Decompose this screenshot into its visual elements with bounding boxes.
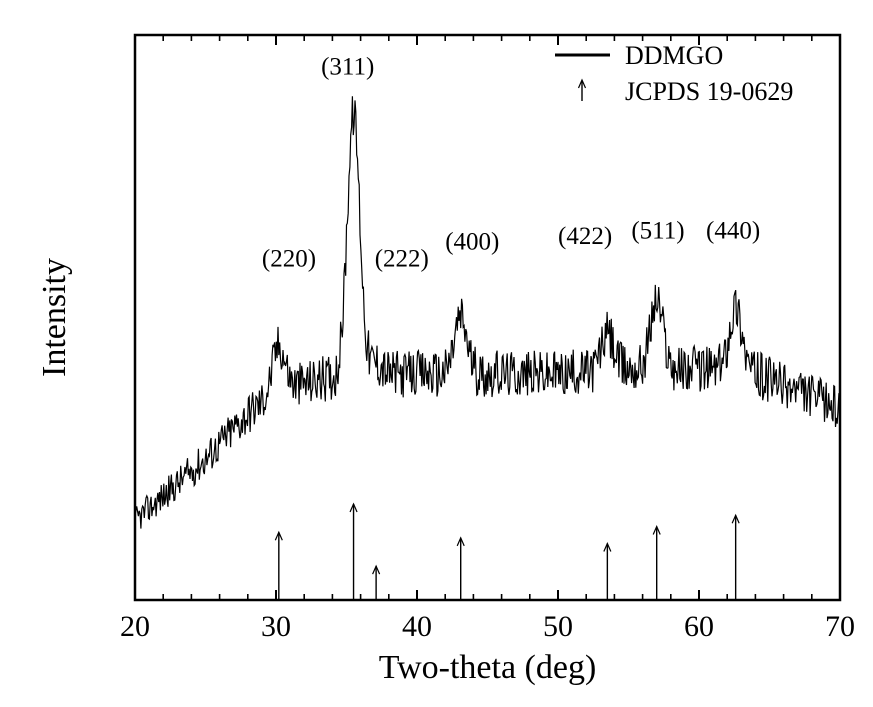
peak-label: (440) <box>706 217 760 244</box>
legend-label: DDMGO <box>625 41 723 70</box>
peak-label: (311) <box>321 54 374 81</box>
chart-svg: 20 30 40 50 60 70 Two-theta (deg) Intensity (220… <box>0 0 873 707</box>
peak-label: (511) <box>631 217 684 244</box>
svg-text:50: 50 <box>543 610 573 643</box>
svg-text:60: 60 <box>684 610 714 643</box>
peak-label: (400) <box>445 229 499 256</box>
svg-text:70: 70 <box>825 610 855 643</box>
peak-label: (220) <box>262 246 316 273</box>
xrd-chart: 20 30 40 50 60 70 Two-theta (deg) Intensity (220… <box>0 0 873 707</box>
svg-text:40: 40 <box>402 610 432 643</box>
svg-text:30: 30 <box>261 610 291 643</box>
y-axis-label: Intensity <box>36 258 73 377</box>
peak-label: (422) <box>558 223 612 250</box>
svg-text:20: 20 <box>120 610 150 643</box>
peak-label: (222) <box>375 246 429 273</box>
legend-label: JCPDS 19-0629 <box>625 77 793 106</box>
x-axis-label: Two-theta (deg) <box>379 649 597 686</box>
